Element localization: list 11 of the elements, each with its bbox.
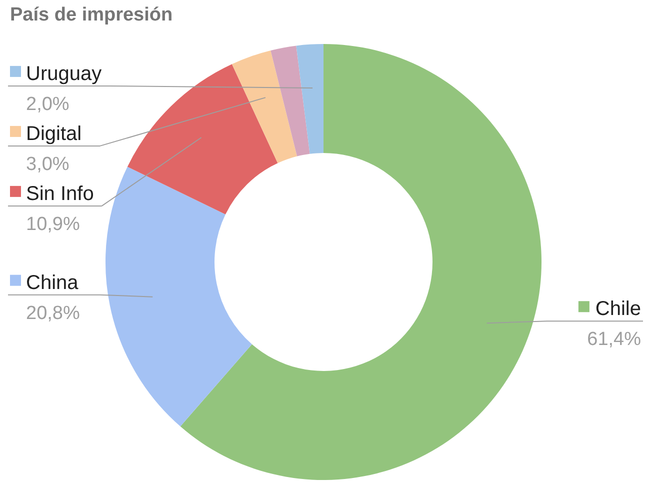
data-label: 20,8% (26, 302, 80, 324)
chart-title: País de impresión (10, 4, 173, 26)
legend-label: Uruguay (26, 62, 102, 85)
data-label: 61,4% (587, 329, 642, 350)
legend-label: Digital (26, 122, 82, 145)
legend-label: China (26, 272, 80, 294)
legend-label: Chile (595, 298, 641, 320)
data-label: 3,0% (26, 154, 70, 175)
data-label: 10,9% (26, 214, 80, 235)
legend-label: Sin Info (26, 182, 94, 205)
data-label: 2,0% (26, 94, 70, 115)
